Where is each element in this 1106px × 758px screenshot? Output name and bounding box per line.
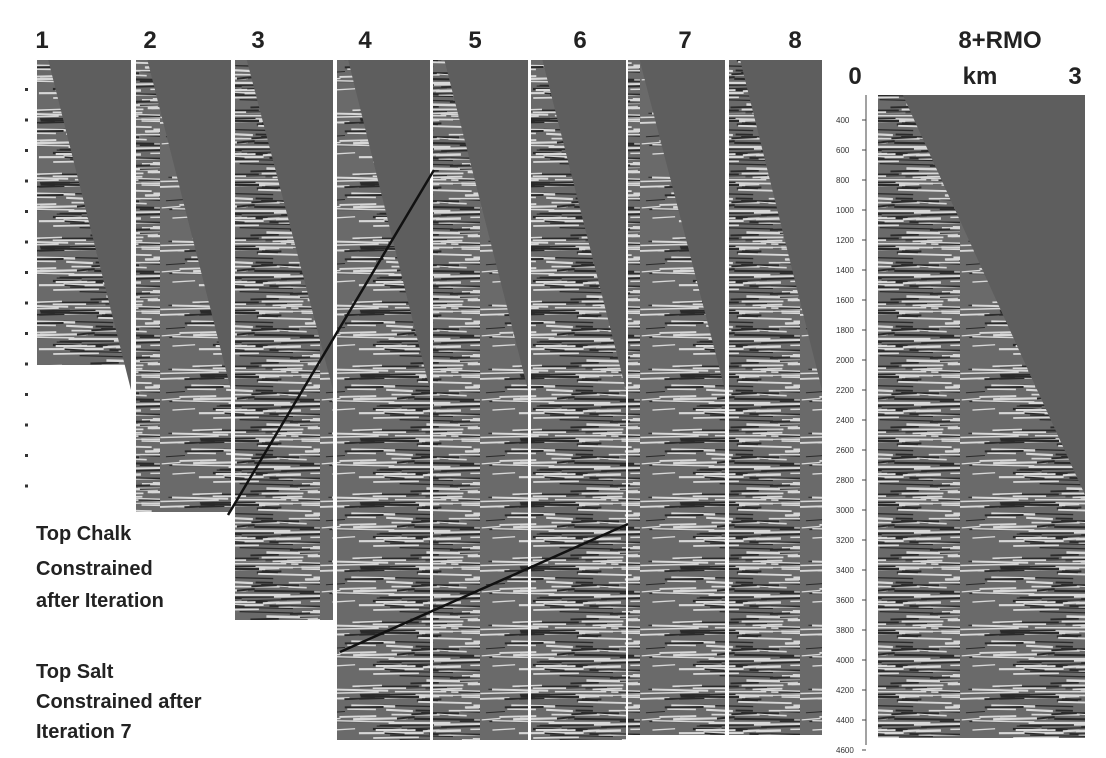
chalk-line <box>226 169 436 516</box>
depth-label: 2000 <box>836 356 854 365</box>
depth-label: 1600 <box>836 296 854 305</box>
panel-mute <box>902 95 1085 495</box>
tick-dot <box>25 88 28 91</box>
depth-label: 3600 <box>836 596 854 605</box>
panel-label: 1 <box>35 27 48 54</box>
depth-label: 2200 <box>836 386 854 395</box>
salt-line <box>339 522 629 654</box>
depth-label: 2600 <box>836 446 854 455</box>
depth-label: 600 <box>836 146 850 155</box>
tick-dot <box>25 301 28 305</box>
annotation: after Iteration <box>36 590 164 612</box>
axis-unit: km <box>963 63 998 90</box>
annotation: Constrained after <box>36 691 202 713</box>
annotation: Constrained <box>36 558 153 580</box>
depth-label: 1400 <box>836 266 854 275</box>
panel-mute <box>147 60 231 390</box>
tick-dot <box>25 118 28 122</box>
panel-mute <box>444 60 528 390</box>
depth-label: 3200 <box>836 536 854 545</box>
depth-label: 3400 <box>836 566 854 575</box>
annotation: Top Chalk <box>36 523 132 545</box>
tick-dot <box>25 240 28 244</box>
panel-mute <box>348 60 430 390</box>
panel-label: 7 <box>678 27 691 54</box>
depth-label: 2800 <box>836 476 854 485</box>
depth-label: 3000 <box>836 506 854 515</box>
tick-dot <box>25 362 28 366</box>
tick-dot <box>25 210 28 213</box>
panel-mute <box>246 60 333 390</box>
depth-label: 400 <box>836 116 850 125</box>
panel-label: 8+RMO <box>958 27 1041 54</box>
annotation: Iteration 7 <box>36 721 132 743</box>
depth-label: 4400 <box>836 716 854 725</box>
depth-label: 800 <box>836 176 850 185</box>
tick-dot <box>25 393 28 396</box>
tick-dot <box>25 149 28 152</box>
axis-right: 3 <box>1068 63 1081 90</box>
depth-label: 4600 <box>836 746 854 755</box>
axis-left: 0 <box>848 63 861 90</box>
panel-mute <box>639 60 725 390</box>
panel-mute <box>542 60 626 390</box>
panel-label: 3 <box>251 27 264 54</box>
tick-dot <box>25 423 28 427</box>
depth-label: 4200 <box>836 686 854 695</box>
panel-label: 5 <box>468 27 481 54</box>
depth-label: 4000 <box>836 656 854 665</box>
panel-label: 4 <box>358 27 372 54</box>
tick-dot <box>25 332 28 335</box>
depth-label: 1800 <box>836 326 854 335</box>
tick-dot <box>25 271 28 274</box>
panel-label: 6 <box>573 27 586 54</box>
annotation: Top Salt <box>36 661 114 683</box>
depth-label: 3800 <box>836 626 854 635</box>
panel-label: 2 <box>143 27 156 54</box>
tick-dot <box>25 484 28 488</box>
depth-label: 1200 <box>836 236 854 245</box>
tick-dot <box>25 179 28 183</box>
tick-dot <box>25 454 28 457</box>
depth-label: 2400 <box>836 416 854 425</box>
panel-label: 8 <box>788 27 801 54</box>
depth-label: 1000 <box>836 206 854 215</box>
panel-mute <box>740 60 822 390</box>
panel-mute <box>48 60 131 390</box>
